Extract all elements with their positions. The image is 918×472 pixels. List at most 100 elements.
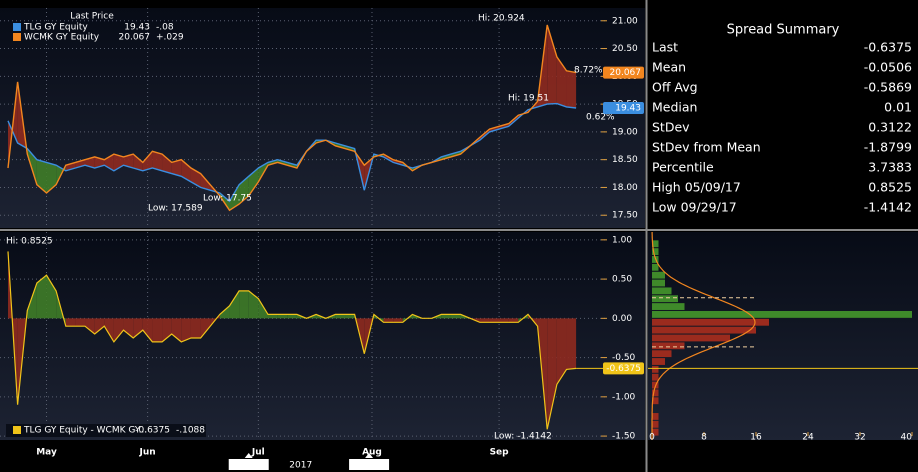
spread-fill — [133, 154, 143, 171]
spread-fill — [190, 318, 201, 338]
annotation: Hi: 19.51 — [508, 94, 549, 104]
spread-fill — [94, 318, 105, 335]
last-value-tag — [603, 362, 644, 375]
spread-fill — [65, 162, 76, 171]
summary-label: Low 09/29/17 — [652, 200, 737, 215]
summary-label: StDev from Mean — [652, 140, 761, 155]
summary-label: High 05/09/17 — [652, 180, 741, 195]
year-label: 2017 — [289, 461, 312, 471]
histogram-bar — [652, 256, 659, 263]
legend-title: Last Price — [70, 12, 114, 22]
summary-value: -0.6375 — [864, 40, 912, 55]
histogram-bar — [652, 358, 665, 365]
summary-label: Off Avg — [652, 80, 698, 95]
summary-value: -0.0506 — [864, 60, 912, 75]
spread-fill — [248, 290, 259, 319]
spread-fill — [556, 318, 567, 385]
spread-fill — [508, 318, 519, 323]
marker-box — [228, 459, 269, 470]
y-tick-label: 0.00 — [612, 314, 632, 324]
spread-fill — [335, 314, 346, 319]
histogram-bar — [652, 334, 730, 342]
y-tick-label: 20.50 — [612, 44, 638, 54]
histogram-bar — [652, 326, 756, 334]
spread-fill — [36, 275, 47, 319]
legend-last: 19.43 — [124, 23, 150, 33]
histogram-bar — [652, 397, 659, 405]
marker-label: 08/11/17 — [349, 461, 389, 471]
spread-fill — [113, 318, 124, 342]
spread-fill — [36, 159, 47, 193]
spread-fill — [219, 305, 230, 319]
spread-fill — [479, 318, 490, 323]
summary-value: 3.7383 — [868, 160, 912, 175]
legend-change: -.1088 — [176, 426, 205, 436]
spread-fill — [547, 318, 557, 430]
last-value-label: 19.43 — [615, 104, 641, 114]
price-line — [7, 102, 577, 203]
spread-fill — [277, 314, 288, 319]
y-tick-label: 1.00 — [612, 235, 632, 245]
spread-fill — [142, 318, 153, 342]
last-value-tag — [603, 66, 644, 79]
y-tick-label: -0.50 — [612, 353, 636, 363]
last-value-tag — [603, 102, 644, 114]
spread-fill — [123, 318, 134, 338]
spread-fill — [65, 318, 76, 327]
histogram-bar — [652, 318, 769, 326]
histogram-bar — [652, 310, 912, 318]
histogram-bar — [652, 271, 665, 279]
spread-fill — [383, 318, 394, 323]
price-line — [7, 24, 577, 212]
histogram-bar — [652, 428, 659, 436]
y-tick-label: 21.00 — [612, 16, 638, 26]
marker-arrow — [244, 453, 253, 458]
spread-fill — [152, 318, 163, 342]
spread-fill — [239, 290, 249, 319]
summary-label: Percentile — [652, 160, 714, 175]
histogram-bar — [652, 342, 685, 350]
histogram-bar — [652, 420, 659, 428]
annotation: 0.62% — [586, 113, 615, 123]
spread-fill — [85, 318, 95, 335]
x-tick-label: Aug — [362, 448, 382, 458]
histogram: 0 8 16 24 32 40 — [648, 232, 918, 443]
legend-swatch — [13, 33, 21, 41]
legend-change: -.08 — [156, 23, 174, 33]
annotation: Hi: 0.8525 — [6, 237, 53, 247]
spread-fill — [46, 275, 57, 319]
spread-fill — [104, 318, 114, 342]
y-tick-label: -1.50 — [612, 432, 636, 442]
marker-box — [349, 459, 390, 470]
annotation: Low: 17.589 — [148, 204, 203, 214]
last-value-label: -0.6375 — [606, 364, 641, 374]
summary-value: -1.4142 — [864, 200, 912, 215]
y-tick-label: 18.00 — [612, 183, 638, 193]
spread-fill — [133, 318, 143, 338]
spread-fill — [181, 159, 191, 182]
spread-fill — [556, 56, 567, 107]
x-tick-label: Jun — [139, 448, 156, 458]
spread-fill — [393, 318, 403, 323]
marker-arrow — [365, 453, 374, 458]
marker-label: 07/12/17 — [229, 461, 269, 471]
spread-fill — [566, 70, 577, 108]
histogram-bar — [652, 365, 659, 373]
histogram-bar — [652, 413, 659, 420]
summary-value: 0.8525 — [868, 180, 912, 195]
spread-fill — [345, 314, 355, 319]
spread-fill — [450, 314, 461, 319]
spread-fill — [27, 283, 37, 319]
histogram-bar — [652, 279, 665, 287]
annotation: 8.72% — [574, 66, 603, 76]
spread-fill — [566, 318, 577, 370]
x-tick-label: 8 — [701, 433, 707, 443]
annotation: Low: -1.4142 — [494, 432, 552, 442]
spread-fill — [200, 173, 211, 191]
x-tick-label: 16 — [750, 433, 762, 443]
summary-title: Spread Summary — [727, 23, 840, 38]
legend-swatch — [13, 23, 21, 31]
spread-line — [7, 251, 577, 430]
x-tick-label: Sep — [490, 448, 510, 458]
